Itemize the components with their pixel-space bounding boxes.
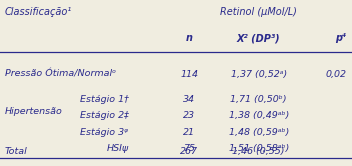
Text: Total: Total [5,147,27,156]
Text: 1,48 (0,59ᵃᵇ): 1,48 (0,59ᵃᵇ) [228,128,289,137]
Text: 75: 75 [183,144,195,153]
Text: 267: 267 [180,147,199,156]
Text: Pressão Ótima/Normalᵒ: Pressão Ótima/Normalᵒ [5,70,115,79]
Text: Estágio 3ᵠ: Estágio 3ᵠ [80,128,128,137]
Text: Retinol (μMol/L): Retinol (μMol/L) [220,7,297,17]
Text: HSIψ: HSIψ [106,144,128,153]
Text: 21: 21 [183,128,195,137]
Text: Hipertensão: Hipertensão [5,107,62,116]
Text: 0,02: 0,02 [326,70,347,79]
Text: X² (DP³): X² (DP³) [237,33,281,43]
Text: 34: 34 [183,95,195,104]
Text: p⁴: p⁴ [335,33,347,43]
Text: 114: 114 [180,70,199,79]
Text: Classificação¹: Classificação¹ [5,7,72,17]
Text: 1,51 (0,58ᵃᵇ): 1,51 (0,58ᵃᵇ) [228,144,289,153]
Text: n: n [186,33,193,43]
Text: 23: 23 [183,111,195,120]
Text: 1,37 (0,52ᵃ): 1,37 (0,52ᵃ) [231,70,287,79]
Text: 1,38 (0,49ᵃᵇ): 1,38 (0,49ᵃᵇ) [228,111,289,120]
Text: 1,71 (0,50ᵇ): 1,71 (0,50ᵇ) [231,95,287,104]
Text: Estágio 1†: Estágio 1† [80,95,128,104]
Text: 1,46 (0,55): 1,46 (0,55) [232,147,285,156]
Text: Estágio 2‡: Estágio 2‡ [80,111,128,120]
